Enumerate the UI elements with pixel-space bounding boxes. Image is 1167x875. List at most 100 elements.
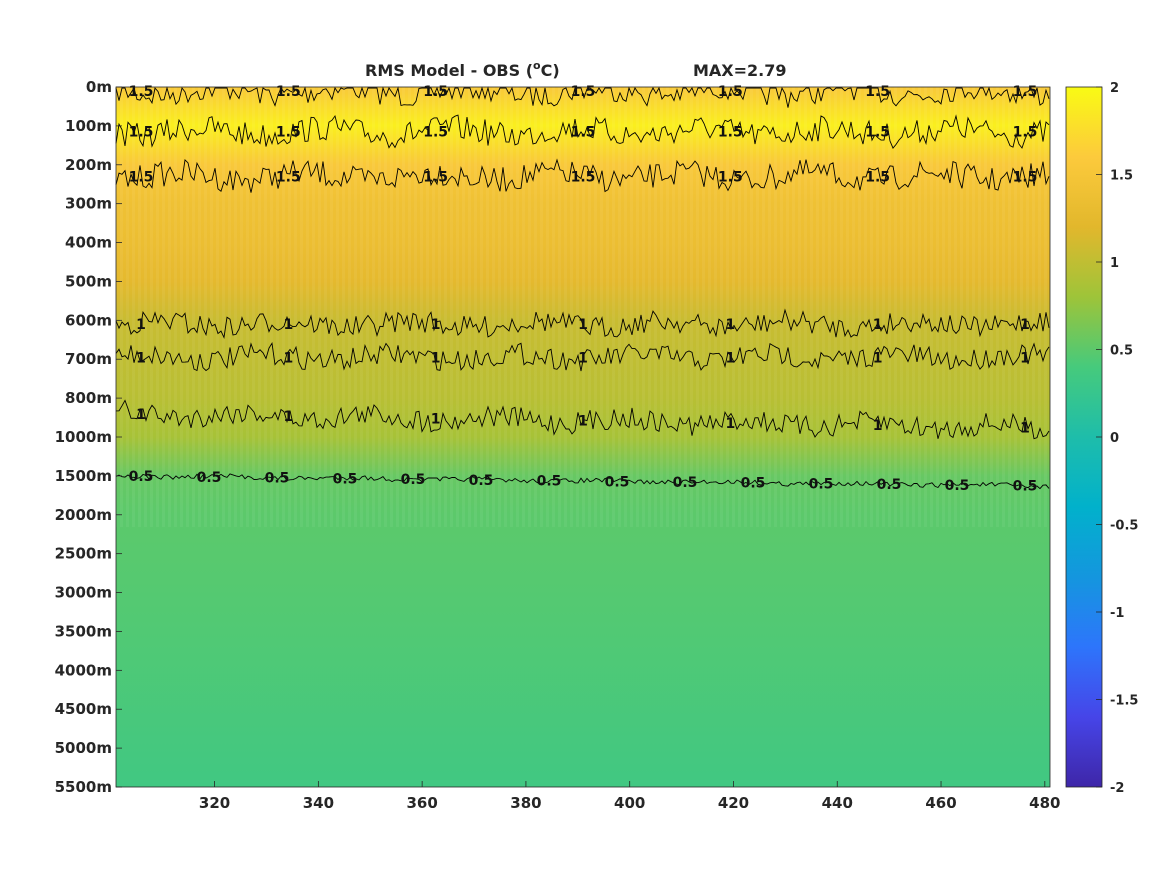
y-tick-label: 200m (65, 156, 112, 174)
y-tick-label: 400m (65, 234, 112, 252)
y-tick-label: 0m (86, 78, 112, 96)
contour-label-1: 1 (431, 411, 441, 427)
contour-label-0.5: 0.5 (1013, 479, 1038, 495)
x-tick-label: 400 (614, 794, 645, 812)
y-tick-label: 5500m (55, 778, 112, 796)
contour-label-1: 1 (136, 407, 146, 423)
y-tick-label: 700m (65, 350, 112, 368)
contour-label-0.5: 0.5 (401, 472, 426, 488)
x-tick-label: 360 (406, 794, 437, 812)
contour-label-1.5: 1.5 (1013, 84, 1038, 100)
x-tick-label: 420 (718, 794, 749, 812)
y-tick-label: 2500m (55, 545, 112, 563)
contour-line-1 (115, 342, 1050, 372)
contour-line-0.5 (115, 473, 1050, 490)
colorbar-tick-label: 1 (1110, 256, 1119, 271)
y-tick-label: 3000m (55, 584, 112, 602)
contour-label-0.5: 0.5 (265, 471, 290, 487)
heatmap-texture (116, 87, 1050, 527)
contour-label-1.5: 1.5 (129, 169, 154, 185)
contour-label-0.5: 0.5 (605, 474, 630, 490)
contour-label-1: 1 (873, 350, 883, 366)
colorbar-tick-label: 0 (1110, 431, 1119, 446)
contour-label-1.5: 1.5 (1013, 169, 1038, 185)
y-tick-label: 4000m (55, 661, 112, 679)
contour-label-1.5: 1.5 (718, 125, 743, 141)
colorbar-tick-label: -1 (1110, 606, 1124, 621)
colorbar-tick-label: -1.5 (1110, 694, 1138, 709)
contour-label-1.5: 1.5 (571, 84, 596, 100)
contour-label-1.5: 1.5 (571, 169, 596, 185)
y-tick-label: 500m (65, 272, 112, 290)
y-tick-label: 4500m (55, 700, 112, 718)
contour-label-1.5: 1.5 (129, 125, 154, 141)
max-label: MAX=2.79 (693, 61, 787, 80)
contour-label-0.5: 0.5 (741, 476, 766, 492)
contour-label-1.5: 1.5 (718, 169, 743, 185)
contour-label-1: 1 (136, 350, 146, 366)
contour-label-1: 1 (725, 317, 735, 333)
x-tick-label: 380 (510, 794, 541, 812)
contour-label-1: 1 (283, 350, 293, 366)
colorbar-ticks: 2 1.5 1 0.5 0 -0.5 -1 -1.5 -2 (1096, 81, 1138, 796)
contour-label-1.5: 1.5 (129, 84, 154, 100)
contour-label-0.5: 0.5 (333, 471, 358, 487)
colorbar-tick-label: -2 (1110, 781, 1124, 796)
contour-line-1.5 (115, 158, 1050, 193)
contour-label-1: 1 (725, 350, 735, 366)
x-tick-label: 480 (1029, 794, 1060, 812)
contour-label-1.5: 1.5 (276, 125, 301, 141)
contour-label-1: 1 (578, 317, 588, 333)
colorbar: 2 1.5 1 0.5 0 -0.5 -1 -1.5 -2 (1065, 81, 1138, 796)
x-tick-label: 440 (822, 794, 853, 812)
contour-line-1.5 (115, 114, 1050, 149)
y-tick-label: 800m (65, 389, 112, 407)
contour-label-1: 1 (136, 317, 146, 333)
contour-label-1: 1 (725, 416, 735, 432)
colorbar-tick-label: -0.5 (1110, 519, 1138, 534)
contour-label-1: 1 (431, 350, 441, 366)
title: RMS Model - OBS (oC) MAX=2.79 (365, 59, 787, 80)
contour-label-1.5: 1.5 (865, 125, 890, 141)
contour-label-1: 1 (578, 350, 588, 366)
y-tick-label: 100m (65, 117, 112, 135)
contour-label-1.5: 1.5 (423, 125, 448, 141)
contour-label-0.5: 0.5 (197, 470, 222, 486)
title-unit-superscript: o (533, 59, 541, 72)
contour-label-1.5: 1.5 (865, 84, 890, 100)
contour-lines (115, 86, 1050, 490)
y-tick-label: 3500m (55, 622, 112, 640)
contour-label-0.5: 0.5 (537, 474, 562, 490)
y-tick-label: 600m (65, 311, 112, 329)
x-tick-label: 320 (199, 794, 230, 812)
x-axis: 320 340 360 380 400 420 440 460 480 (199, 781, 1060, 812)
y-tick-label: 5000m (55, 739, 112, 757)
colorbar-tick-label: 1.5 (1110, 169, 1133, 184)
contour-label-0.5: 0.5 (469, 473, 494, 489)
contour-label-1.5: 1.5 (718, 84, 743, 100)
contour-label-1.5: 1.5 (423, 84, 448, 100)
x-tick-label: 340 (303, 794, 334, 812)
x-tick-label: 460 (925, 794, 956, 812)
contour-line-1.5 (115, 86, 1050, 108)
contour-label-1.5: 1.5 (276, 84, 301, 100)
contour-label-0.5: 0.5 (945, 478, 970, 494)
contour-label-1: 1 (873, 418, 883, 434)
y-tick-label: 2000m (55, 506, 112, 524)
contour-label-1.5: 1.5 (1013, 125, 1038, 141)
contour-label-0.5: 0.5 (673, 475, 698, 491)
contour-labels: 1.5 1.5 1.5 1.5 1.5 1.5 1.5 1.5 1.5 1.5 1.5 1.5 1.5 1… (129, 84, 1038, 495)
contour-label-1: 1 (873, 317, 883, 333)
contour-label-1: 1 (283, 409, 293, 425)
contour-label-0.5: 0.5 (809, 476, 834, 492)
y-axis: 0m 100m 200m 300m 400m 500m 600m 700m 800m 1000m 1… (55, 78, 122, 796)
contour-label-1.5: 1.5 (571, 125, 596, 141)
contour-label-1: 1 (1020, 350, 1030, 366)
colorbar-tick-label: 0.5 (1110, 344, 1133, 359)
contour-label-1.5: 1.5 (865, 169, 890, 185)
contour-label-1: 1 (1020, 317, 1030, 333)
contour-label-1: 1 (578, 414, 588, 430)
colorbar-tick-label: 2 (1110, 81, 1119, 96)
y-tick-label: 1000m (55, 428, 112, 446)
